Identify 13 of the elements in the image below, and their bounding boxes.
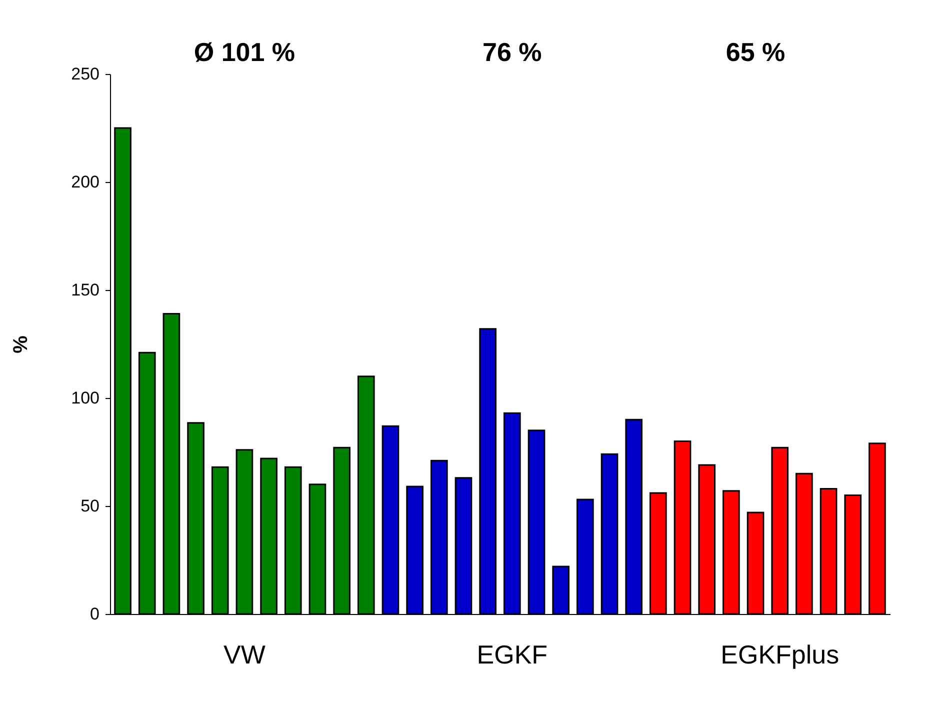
- y-tick-label: 0: [90, 604, 100, 624]
- x-tick-label: VW: [224, 640, 266, 670]
- y-tick-label: 50: [80, 496, 100, 516]
- y-tick-label: 100: [71, 388, 100, 408]
- text: Ø 101 %: [194, 37, 296, 67]
- x-tick-label: EGKFplus: [720, 640, 840, 670]
- y-axis-title: %: [10, 335, 32, 354]
- y-tick-label: 250: [71, 64, 100, 84]
- y-tick-label: 150: [71, 280, 100, 300]
- y-tick-label: 200: [71, 172, 100, 192]
- text: 76 %: [482, 37, 542, 67]
- x-tick-label: EGKF: [476, 640, 548, 670]
- text: 65 %: [726, 37, 786, 67]
